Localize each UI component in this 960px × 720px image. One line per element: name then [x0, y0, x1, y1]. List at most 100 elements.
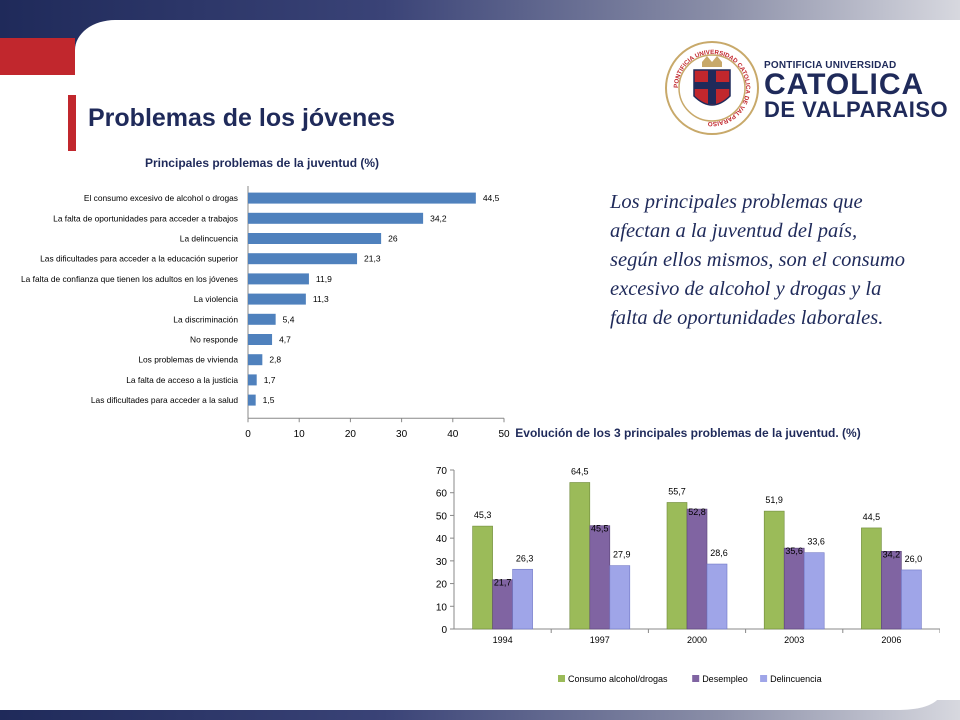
chart1-category-label: El consumo excesivo de alcohol o drogas: [84, 193, 238, 203]
chart2-y-tick-label: 10: [436, 602, 448, 613]
title-accent-bar: [68, 95, 76, 151]
chart2-value-label: 33,6: [807, 537, 825, 547]
chart2-y-tick-label: 30: [436, 557, 448, 568]
chart2-value-label: 51,9: [765, 495, 783, 505]
chart1-category-label: La discriminación: [173, 314, 238, 324]
chart1-value-label: 11,9: [316, 274, 332, 284]
chart1-category-label: La falta de acceso a la justicia: [126, 375, 238, 385]
chart1-bar: [248, 233, 382, 244]
chart1-value-label: 44,5: [483, 193, 500, 203]
chart1-bar: [248, 293, 306, 305]
chart2-bar: [706, 563, 728, 630]
chart2-legend-swatch: [760, 675, 768, 682]
chart2-value-label: 26,0: [905, 554, 923, 564]
university-name-line3: DE VALPARAISO: [764, 97, 949, 122]
chart1-x-tick-label: 40: [447, 429, 459, 440]
chart2-value-label: 44,5: [863, 512, 881, 522]
chart1-category-label: La violencia: [194, 294, 239, 304]
university-name-line1: PONTIFICIA UNIVERSIDAD: [764, 60, 897, 71]
university-name-line2: CATOLICA: [764, 68, 925, 101]
chart2-y-tick-label: 50: [436, 511, 448, 522]
chart1-x-tick-label: 0: [245, 429, 251, 440]
chart2-bar: [861, 527, 882, 630]
chart2-bar: [763, 510, 785, 630]
chart2-legend-label: Delincuencia: [770, 674, 822, 684]
chart2-x-tick-label: 2006: [881, 635, 901, 645]
chart2-y-tick-label: 0: [441, 625, 447, 636]
chart2-value-label: 64,5: [571, 466, 589, 476]
chart2-value-label: 45,5: [591, 524, 609, 534]
chart2-legend-swatch: [558, 675, 565, 682]
chart1-category-label: La falta de oportunidades para acceder a…: [53, 213, 238, 223]
chart2-value-label: 34,2: [883, 549, 901, 559]
chart1-value-label: 1,7: [264, 375, 276, 385]
chart2-y-tick-label: 70: [436, 466, 448, 477]
chart1-x-tick-label: 50: [498, 429, 510, 440]
chart1-category-label: Las dificultades para acceder a la salud: [91, 395, 238, 405]
chart2-y-tick-label: 20: [436, 580, 448, 591]
body-text: Los principales problemas que afectan a …: [610, 191, 905, 329]
chart1-value-label: 1,5: [263, 395, 275, 405]
chart2-bar: [901, 569, 922, 630]
chart1-bar: [248, 273, 309, 285]
chart1-x-tick-label: 30: [396, 429, 408, 440]
chart1-bar: [248, 354, 263, 366]
chart2-bar: [686, 508, 708, 630]
evolution-bar-chart: Evolución de los 3 principales problemas…: [436, 426, 940, 684]
chart2-value-label: 45,3: [474, 510, 492, 520]
chart2-bar: [589, 525, 611, 630]
problems-bar-chart: Principales problemas de la juventud (%)…: [21, 156, 510, 440]
chart1-value-label: 4,7: [279, 335, 291, 345]
chart2-value-label: 21,7: [494, 578, 512, 588]
bottom-banner-curve: [0, 694, 940, 710]
chart2-value-label: 52,8: [688, 507, 706, 517]
chart2-value-label: 35,6: [785, 546, 803, 556]
chart1-value-label: 11,3: [313, 294, 329, 304]
chart2-x-tick-label: 2003: [784, 635, 804, 645]
chart1-value-label: 26: [388, 234, 398, 244]
chart2-value-label: 55,7: [668, 486, 686, 496]
chart1-bar: [248, 253, 358, 265]
top-banner-curve: [75, 20, 960, 80]
chart2-legend-swatch: [692, 675, 700, 682]
chart1-bar: [248, 394, 256, 406]
chart2-y-tick-label: 40: [436, 534, 448, 545]
page-title: Problemas de los jóvenes: [88, 104, 396, 132]
chart1-bar: [248, 313, 276, 325]
chart1-x-tick-label: 10: [294, 429, 306, 440]
chart2-legend-label: Desempleo: [702, 674, 748, 684]
chart2-value-label: 28,6: [710, 548, 728, 558]
chart1-bar: [248, 192, 476, 204]
chart1-category-label: Los problemas de vivienda: [138, 355, 238, 365]
chart1-title: Principales problemas de la juventud (%): [145, 156, 379, 170]
chart1-bar: [248, 374, 257, 386]
chart2-bar: [783, 547, 805, 630]
chart2-title: Evolución de los 3 principales problemas…: [515, 426, 860, 440]
chart1-category-label: La falta de confianza que tienen los adu…: [21, 274, 238, 284]
chart1-bar: [248, 212, 424, 224]
chart1-category-label: La delincuencia: [180, 234, 239, 244]
university-name: PONTIFICIA UNIVERSIDAD CATOLICA DE VALPA…: [764, 60, 948, 121]
chart1-category-label: Las dificultades para acceder a la educa…: [40, 254, 238, 264]
chart2-bar: [569, 482, 591, 630]
chart2-y-tick-label: 60: [436, 489, 448, 500]
chart1-bar: [248, 334, 273, 345]
chart2-bar: [512, 568, 533, 630]
chart2-bar: [666, 502, 688, 630]
chart1-value-label: 2,8: [269, 355, 281, 365]
chart2-bar: [609, 565, 631, 630]
chart2-bar: [472, 525, 493, 630]
university-seal-icon: PONTIFICIA UNIVERSIDAD CATOLICA DE VALPA…: [665, 41, 759, 135]
chart1-x-tick-label: 20: [345, 429, 357, 440]
chart2-bar: [881, 551, 902, 630]
chart2-x-tick-label: 1997: [590, 635, 610, 645]
chart1-value-label: 34,2: [430, 213, 447, 223]
chart1-category-label: No responde: [190, 335, 238, 345]
chart1-value-label: 21,3: [364, 254, 381, 264]
chart2-value-label: 26,3: [516, 553, 534, 563]
chart2-bar: [803, 552, 825, 630]
red-accent-block: [0, 38, 75, 75]
chart2-legend-label: Consumo alcohol/drogas: [568, 674, 668, 684]
chart1-value-label: 5,4: [283, 314, 295, 324]
chart2-x-tick-label: 1994: [493, 635, 513, 645]
